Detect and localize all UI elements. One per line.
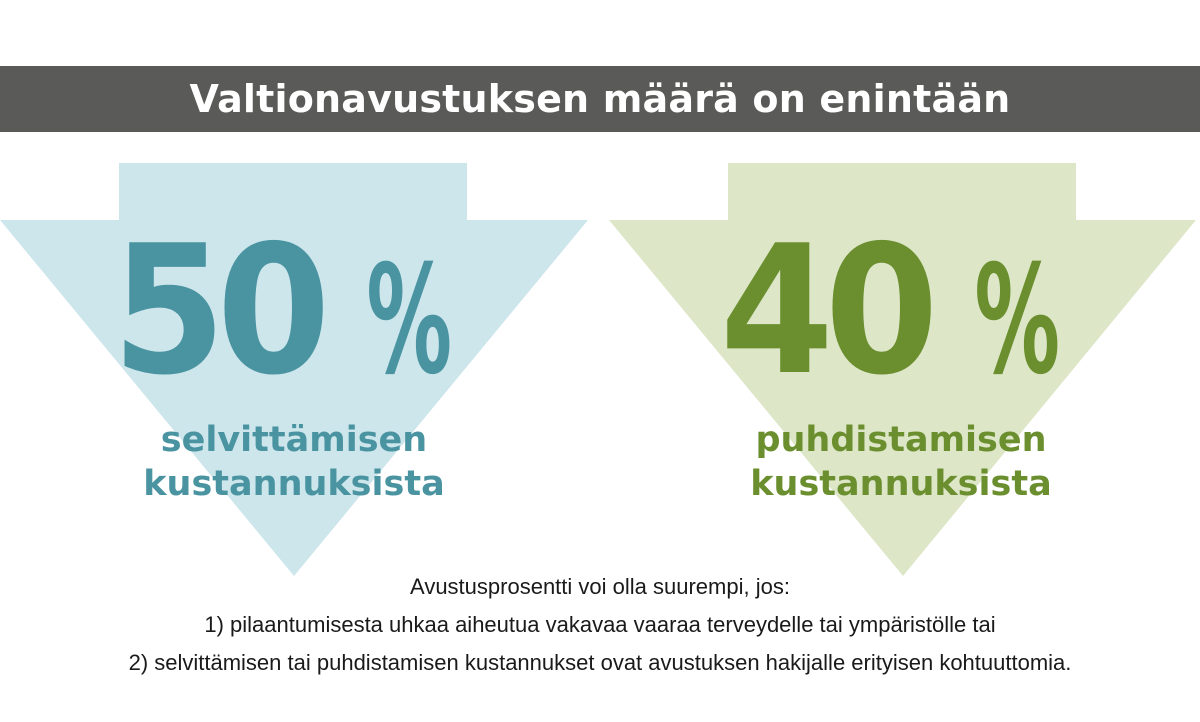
percent-sign: % bbox=[974, 234, 1060, 408]
conditions-notes: Avustusprosentti voi olla suurempi, jos:… bbox=[0, 568, 1200, 682]
caption-line: selvittämisen bbox=[160, 420, 428, 460]
percent-value: 40 bbox=[719, 207, 939, 414]
percent-value: 50 bbox=[111, 207, 331, 414]
puhdistaminen-percent: 40% bbox=[687, 222, 1119, 400]
left-arrow-shape bbox=[0, 163, 588, 576]
title-banner: Valtionavustuksen määrä on enintään bbox=[0, 66, 1200, 132]
notes-condition-2: 2) selvittämisen tai puhdistamisen kusta… bbox=[128, 650, 1072, 675]
caption-line: kustannuksista bbox=[750, 464, 1052, 504]
selvittaminen-percent: 50% bbox=[79, 222, 511, 400]
right-arrow-shape bbox=[609, 163, 1196, 576]
page-title: Valtionavustuksen määrä on enintään bbox=[189, 77, 1011, 121]
caption-line: kustannuksista bbox=[143, 464, 445, 504]
notes-condition-1: 1) pilaantumisesta uhkaa aiheutua vakava… bbox=[204, 612, 996, 637]
percent-sign: % bbox=[366, 234, 452, 408]
puhdistaminen-caption: puhdistamisen kustannuksista bbox=[701, 418, 1101, 506]
caption-line: puhdistamisen bbox=[755, 420, 1047, 460]
selvittaminen-caption: selvittämisen kustannuksista bbox=[94, 418, 494, 506]
notes-intro: Avustusprosentti voi olla suurempi, jos: bbox=[410, 574, 790, 599]
